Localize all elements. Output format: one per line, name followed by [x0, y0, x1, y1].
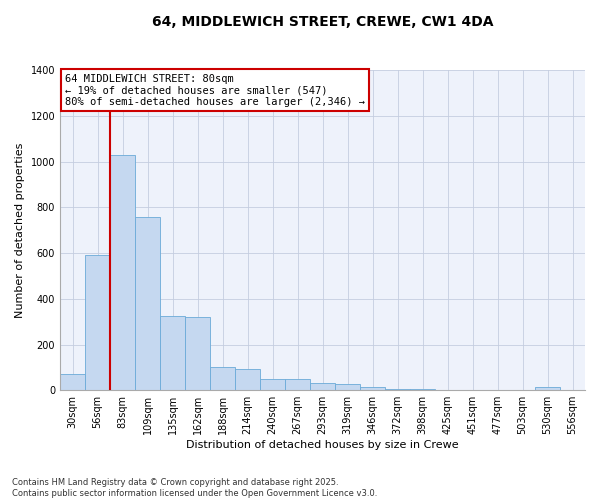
Bar	[360, 387, 385, 390]
Bar	[60, 374, 85, 390]
Bar	[310, 384, 335, 390]
Bar	[135, 216, 160, 390]
Bar	[110, 155, 135, 390]
Bar	[335, 384, 360, 390]
X-axis label: Distribution of detached houses by size in Crewe: Distribution of detached houses by size …	[186, 440, 459, 450]
Bar	[535, 387, 560, 390]
Bar	[160, 316, 185, 390]
Bar	[210, 368, 235, 390]
Bar	[410, 389, 435, 390]
Bar	[185, 317, 210, 390]
Y-axis label: Number of detached properties: Number of detached properties	[15, 142, 25, 318]
Bar	[85, 256, 110, 390]
Bar	[235, 368, 260, 390]
Bar	[285, 379, 310, 390]
Text: 64 MIDDLEWICH STREET: 80sqm
← 19% of detached houses are smaller (547)
80% of se: 64 MIDDLEWICH STREET: 80sqm ← 19% of det…	[65, 74, 365, 107]
Bar	[385, 389, 410, 390]
Bar	[260, 379, 285, 390]
Title: 64, MIDDLEWICH STREET, CREWE, CW1 4DA: 64, MIDDLEWICH STREET, CREWE, CW1 4DA	[152, 15, 493, 29]
Text: Contains HM Land Registry data © Crown copyright and database right 2025.
Contai: Contains HM Land Registry data © Crown c…	[12, 478, 377, 498]
